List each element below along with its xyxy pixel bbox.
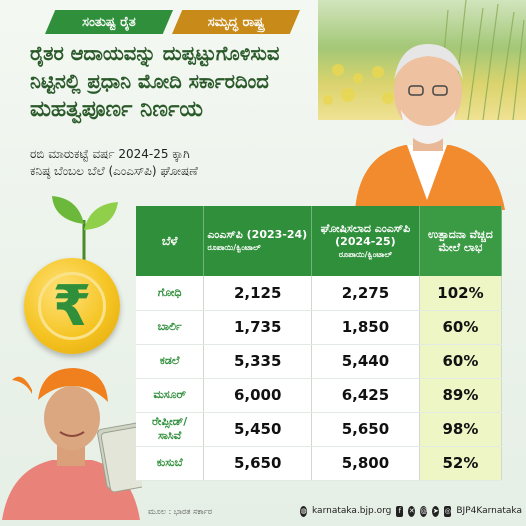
telegram-icon[interactable]: ➤ (432, 505, 440, 517)
table-row: ಕಡಲೆ 5,335 5,440 60% (136, 344, 503, 379)
subheading-line-2: ಕನಿಷ್ಠ ಬೆಂಬಲ ಬೆಲೆ (ಎಂಎಸ್‌ಪಿ) ಘೋಷಣೆ (30, 164, 198, 178)
msp-old-cell: 6,000 (203, 378, 312, 413)
msp-old-cell: 5,335 (203, 344, 312, 379)
globe-icon: ◍ (300, 505, 307, 517)
x-icon[interactable]: ✕ (408, 505, 416, 517)
msp-new-cell: 2,275 (311, 276, 420, 311)
website-link[interactable]: karnataka.bjp.org (312, 506, 392, 516)
header-crop: ಬೆಳೆ (136, 206, 205, 276)
msp-new-cell: 5,800 (311, 446, 420, 481)
headline: ರೈತರ ಆದಾಯವನ್ನು ದುಪ್ಪಟ್ಟುಗೊಳಿಸುವ ನಿಟ್ಟಿನಲ… (30, 40, 350, 124)
farmer-illustration (2, 368, 142, 520)
table-header-row: ಬೆಳೆ ಎಂಎಸ್‌ಪಿ (2023-24) ರೂಪಾಯಿ/ಕ್ವಿಂಟಾಲ್… (136, 206, 503, 276)
msp-new-cell: 5,440 (311, 344, 420, 379)
tag-prosperous-nation: ಸಮೃದ್ಧ ರಾಷ್ಟ್ರ (172, 10, 300, 34)
table-row: ಕುಸುಬೆ 5,650 5,800 52% (136, 446, 503, 481)
margin-cell: 60% (419, 310, 503, 345)
msp-old-cell: 2,125 (203, 276, 312, 311)
msp-table: ಬೆಳೆ ಎಂಎಸ್‌ಪಿ (2023-24) ರೂಪಾಯಿ/ಕ್ವಿಂಟಾಲ್… (136, 206, 503, 481)
subheading: ರಬಿ ಮಾರುಕಟ್ಟೆ ವರ್ಷ 2024-25 ಕ್ಕಾಗಿ ಕನಿಷ್ಠ… (30, 146, 350, 180)
threads-icon[interactable]: @ (420, 505, 428, 517)
rupee-coin-icon: ₹ (24, 258, 120, 354)
headline-line-3: ಮಹತ್ವಪೂರ್ಣ ನಿರ್ಣಯ (30, 97, 203, 122)
msp-old-cell: 5,650 (203, 446, 312, 481)
subheading-line-1: ರಬಿ ಮಾರುಕಟ್ಟೆ ವರ್ಷ 2024-25 ಕ್ಕಾಗಿ (30, 147, 190, 161)
tag-happy-farmer: ಸಂತುಷ್ಟ ರೈತ (45, 10, 173, 34)
table-row: ರೇಪ್ಸೀಡ್/ ಸಾಸಿವೆ 5,450 5,650 98% (136, 412, 503, 447)
margin-cell: 102% (419, 276, 503, 311)
crop-cell: ಬಾರ್ಲಿ (136, 310, 205, 345)
leader-portrait (355, 44, 505, 210)
msp-old-cell: 1,735 (203, 310, 312, 345)
crop-cell: ಗೋಧಿ (136, 276, 205, 311)
margin-cell: 60% (419, 344, 503, 379)
header-msp-2023: ಎಂಎಸ್‌ಪಿ (2023-24) ರೂಪಾಯಿ/ಕ್ವಿಂಟಾಲ್ (203, 206, 312, 276)
header-msp-2024-label: ಘೋಷಿಸಲಾದ ಎಂಎಸ್‌ಪಿ (2024-25) (320, 221, 411, 248)
margin-cell: 52% (419, 446, 503, 481)
headline-line-2: ನಿಟ್ಟಿನಲ್ಲಿ ಪ್ರಧಾನಿ ಮೋದಿ ಸರ್ಕಾರದಿಂದ (30, 70, 269, 93)
crop-cell: ಮಸೂರ್ (136, 378, 205, 413)
source-note: ಮೂಲ : ಭಾರತ ಸರ್ಕಾರ (148, 507, 213, 516)
sprout-icon (52, 196, 118, 260)
crop-cell: ಕುಸುಬೆ (136, 446, 205, 481)
headline-line-1: ರೈತರ ಆದಾಯವನ್ನು ದುಪ್ಪಟ್ಟುಗೊಳಿಸುವ (30, 42, 280, 65)
msp-old-cell: 5,450 (203, 412, 312, 447)
crop-cell: ಕಡಲೆ (136, 344, 205, 379)
margin-cell: 98% (419, 412, 503, 447)
header-msp-2024: ಘೋಷಿಸಲಾದ ಎಂಎಸ್‌ಪಿ (2024-25) ರೂಪಾಯಿ/ಕ್ವಿಂ… (311, 206, 420, 276)
header-margin: ಉತ್ಪಾದನಾ ವೆಚ್ಚದ ಮೇಲೆ ಲಾಭ (419, 206, 503, 276)
header-msp-2023-label: ಎಂಎಸ್‌ಪಿ (2023-24) (207, 228, 308, 241)
msp-new-cell: 1,850 (311, 310, 420, 345)
instagram-icon[interactable]: ◎ (444, 505, 452, 517)
margin-cell: 89% (419, 378, 503, 413)
header-msp-2023-unit: ರೂಪಾಯಿ/ಕ್ವಿಂಟಾಲ್ (207, 243, 261, 252)
table-row: ಗೋಧಿ 2,125 2,275 102% (136, 276, 503, 311)
table-row: ಬಾರ್ಲಿ 1,735 1,850 60% (136, 310, 503, 345)
footer-bar: ◍ karnataka.bjp.org f ✕ @ ➤ ◎ BJP4Karnat… (300, 503, 522, 519)
social-handle[interactable]: BJP4Karnataka (456, 506, 522, 516)
table-row: ಮಸೂರ್ 6,000 6,425 89% (136, 378, 503, 413)
header-msp-2024-unit: ರೂಪಾಯಿ/ಕ್ವಿಂಟಾಲ್ (338, 249, 393, 259)
msp-new-cell: 5,650 (311, 412, 420, 447)
facebook-icon[interactable]: f (396, 505, 404, 517)
crop-cell: ರೇಪ್ಸೀಡ್/ ಸಾಸಿವೆ (136, 412, 205, 447)
msp-new-cell: 6,425 (311, 378, 420, 413)
